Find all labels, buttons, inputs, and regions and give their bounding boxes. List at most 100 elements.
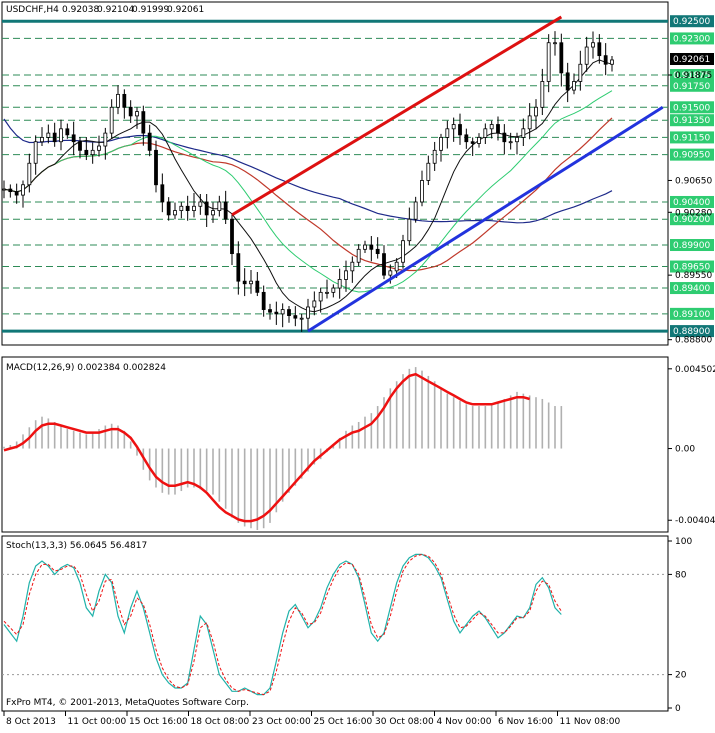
level-tag-bg <box>670 32 714 45</box>
level-tag-label: 0.90200 <box>673 215 710 225</box>
candle-body <box>116 93 120 108</box>
candle-body <box>293 315 298 319</box>
candle-body <box>147 132 152 151</box>
scale-label: 0.90650 <box>675 176 712 186</box>
candle-body <box>565 72 570 91</box>
candle-body <box>33 141 38 164</box>
candle-body <box>230 218 234 255</box>
candle-body <box>299 317 304 320</box>
macd-scale-label: -0.00404 <box>675 516 715 526</box>
down-channel-line <box>231 15 563 217</box>
price-panel-frame <box>1 1 669 346</box>
candle-body <box>154 149 158 186</box>
level-tag-bg <box>670 101 714 114</box>
time-label: 18 Oct 08:00 <box>191 717 250 727</box>
candle-body <box>84 149 89 156</box>
candle-body <box>382 253 386 276</box>
candle-body <box>591 42 595 48</box>
level-tag-bg <box>670 282 714 295</box>
level-tag-label: 0.91750 <box>673 82 710 92</box>
candle-body <box>204 201 209 216</box>
time-label: 30 Oct 08:00 <box>375 717 434 727</box>
candle-body <box>325 291 329 294</box>
time-label: 6 Nov 16:00 <box>498 717 553 727</box>
candle-body <box>2 188 6 191</box>
level-tag-bg <box>670 79 714 92</box>
candle-body <box>280 309 285 315</box>
candle-body <box>553 42 557 45</box>
candle-body <box>401 240 405 263</box>
candle-body <box>179 205 184 211</box>
candle-body <box>318 291 323 302</box>
scale-label: 0.88800 <box>675 336 712 346</box>
chart-header-high: 0.92104 <box>97 5 134 15</box>
candle-body <box>597 42 602 57</box>
candle-body <box>350 261 355 272</box>
candle-body <box>14 191 19 196</box>
candle-body <box>483 128 488 138</box>
time-label: 8 Oct 2013 <box>6 717 56 727</box>
candle-body <box>426 162 431 181</box>
candle-body <box>173 210 177 216</box>
candle-body <box>128 106 133 117</box>
current-price-label: 0.92061 <box>673 55 710 65</box>
level-tag-bg <box>670 114 714 127</box>
stoch-label: Stoch(13,3,3) 56.0645 56.4817 <box>6 541 147 551</box>
candle-body <box>122 93 127 108</box>
level-tag-label: 0.90950 <box>673 151 710 161</box>
candle-body <box>578 63 583 82</box>
time-label: 25 Oct 16:00 <box>314 717 373 727</box>
candle-body <box>217 201 222 211</box>
candle-body <box>527 115 532 130</box>
level-tag-bg <box>670 69 714 82</box>
candle-body <box>521 128 526 138</box>
candle-body <box>603 55 608 65</box>
candle-body <box>160 184 165 203</box>
scale-label: 0.91875 <box>675 71 712 81</box>
macd-indicator: 0.004502 0.00 -0.00404 <box>3 365 715 530</box>
candle-body <box>502 132 507 143</box>
macd-signal-line <box>3 372 531 523</box>
candle-body <box>236 253 241 282</box>
candle-body <box>249 280 253 285</box>
level-tag-label: 0.89650 <box>673 263 710 273</box>
candle-body <box>388 270 393 276</box>
stoch-panel-frame <box>1 535 669 712</box>
chart-header-close: 0.92061 <box>167 5 204 15</box>
trendlines[interactable] <box>231 15 664 333</box>
stochastic-indicator: 100 80 20 0 <box>2 537 692 714</box>
level-tag-label: 0.89100 <box>673 310 710 320</box>
candle-body <box>59 128 63 143</box>
candle-body <box>27 162 32 186</box>
macd-scale-label: 0.00 <box>675 445 695 455</box>
candle-body <box>8 188 13 193</box>
candle-body <box>420 180 424 203</box>
candle-body <box>489 124 494 130</box>
chart-header-low: 0.91999 <box>132 5 169 15</box>
level-tag-label: 0.92500 <box>673 17 710 27</box>
time-label: 11 Nov 08:00 <box>560 717 621 727</box>
candle-body <box>458 124 462 136</box>
level-tag-bg <box>670 148 714 161</box>
candle-body <box>97 145 101 151</box>
candle-body <box>331 287 336 293</box>
level-tag-label: 0.91350 <box>673 116 710 126</box>
time-label: 23 Oct 00:00 <box>252 717 311 727</box>
candle-body <box>40 137 44 143</box>
candle-body <box>508 141 513 144</box>
level-tag-bg <box>670 307 714 320</box>
up-trend-line <box>307 106 664 333</box>
candle-body <box>166 201 171 216</box>
chart-header-symbol: USDCHF,H4 <box>6 5 59 15</box>
time-label: 15 Oct 16:00 <box>129 717 188 727</box>
candle-body <box>356 248 361 263</box>
candle-body <box>242 280 247 285</box>
candle-body <box>496 124 500 134</box>
candle-body <box>572 81 576 91</box>
level-tag-bg <box>670 131 714 144</box>
candle-body <box>185 205 190 211</box>
candle-body <box>369 244 374 250</box>
level-tag-label: 0.92300 <box>673 34 710 44</box>
stoch-scale-label: 0 <box>675 704 681 714</box>
